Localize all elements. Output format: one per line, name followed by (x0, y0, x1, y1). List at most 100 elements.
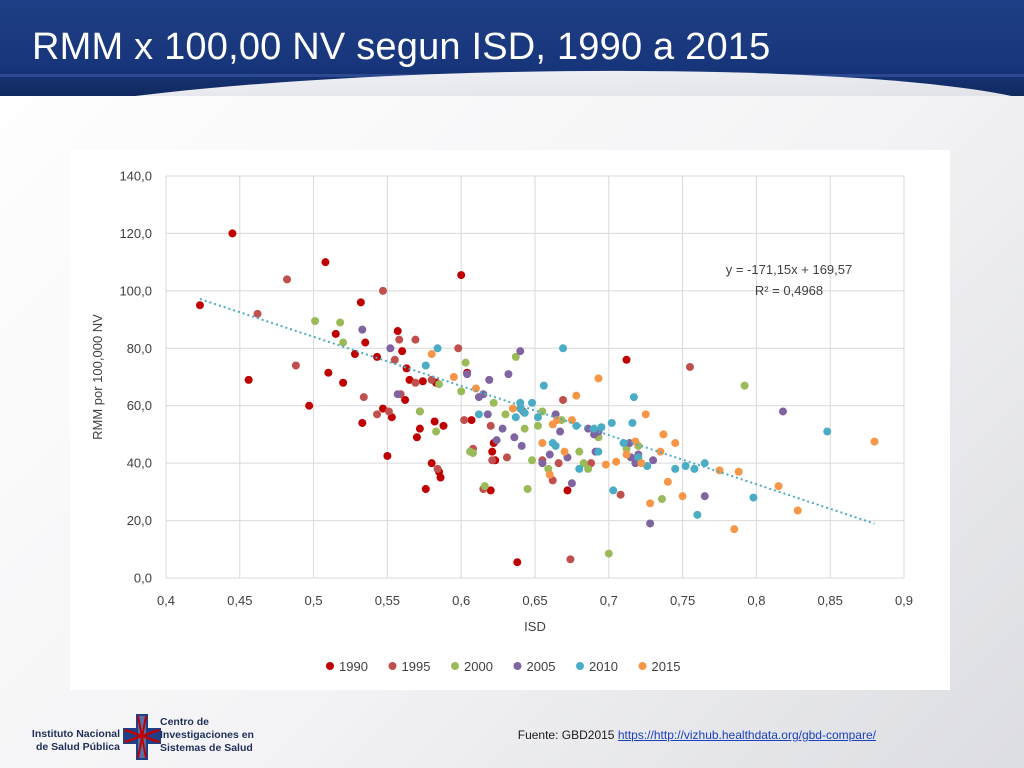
data-point-2015 (601, 460, 610, 469)
data-point-2010 (559, 344, 568, 353)
data-point-2005 (649, 456, 658, 465)
data-point-2005 (498, 424, 507, 433)
data-point-2005 (567, 479, 576, 488)
data-point-2015 (594, 374, 603, 383)
centro-name: Centro de Investigaciones en Sistemas de… (160, 716, 254, 755)
data-point-1990 (457, 271, 466, 280)
data-point-1990 (398, 347, 407, 356)
data-point-2000 (336, 318, 345, 327)
data-point-2000 (579, 459, 588, 468)
data-point-1995 (486, 421, 495, 430)
data-point-1990 (436, 473, 445, 482)
data-point-1990 (412, 433, 421, 442)
data-point-1995 (502, 453, 511, 462)
data-point-1995 (291, 361, 300, 370)
data-point-2010 (533, 413, 542, 422)
y-tick-label: 0,0 (134, 571, 152, 586)
data-point-2005 (386, 344, 395, 353)
data-point-1990 (244, 375, 253, 384)
x-tick-label: 0,9 (895, 593, 913, 608)
institution-name-line-1: Instituto Nacional (31, 728, 120, 740)
legend-label-1990: 1990 (339, 659, 368, 674)
data-point-1995 (433, 464, 442, 473)
data-point-2015 (553, 416, 562, 425)
data-point-1995 (390, 355, 399, 364)
data-point-2005 (510, 433, 519, 442)
y-axis-title: RMM por 100,000 NV (90, 314, 105, 440)
data-point-2015 (793, 506, 802, 515)
data-point-1990 (427, 459, 436, 468)
legend-marker-2005 (513, 662, 522, 670)
institution-logo-block: Instituto Nacional de Salud Pública Cent… (16, 712, 256, 762)
data-point-2000 (415, 407, 424, 416)
data-point-2015 (641, 410, 650, 419)
data-point-2010 (693, 510, 702, 519)
data-point-1990 (622, 355, 631, 364)
data-point-2015 (612, 457, 621, 466)
data-point-1995 (454, 344, 463, 353)
data-point-2010 (643, 462, 652, 471)
x-axis-title: ISD (524, 619, 546, 634)
x-tick-label: 0,8 (747, 593, 765, 608)
data-point-2015 (730, 525, 739, 534)
data-point-2010 (619, 439, 628, 448)
data-point-2015 (663, 477, 672, 486)
data-point-2015 (622, 450, 631, 459)
y-tick-label: 80,0 (127, 341, 152, 356)
data-point-2005 (556, 427, 565, 436)
data-point-2000 (489, 398, 498, 407)
data-point-2000 (457, 387, 466, 396)
data-point-2005 (393, 390, 402, 399)
y-tick-label: 100,0 (119, 283, 152, 298)
data-point-2010 (594, 447, 603, 456)
y-tick-label: 140,0 (119, 169, 152, 184)
legend-marker-2000 (451, 662, 459, 670)
trendline (199, 298, 875, 525)
y-tick-label: 40,0 (127, 456, 152, 471)
data-point-2015 (508, 404, 517, 413)
legend-label-2005: 2005 (527, 659, 556, 674)
title-banner (0, 0, 1024, 96)
data-point-2010 (597, 423, 606, 432)
data-point-1990 (195, 301, 204, 310)
data-point-2010 (433, 344, 442, 353)
source-link[interactable]: https://http://vizhub.healthdata.org/gbd… (617, 728, 876, 742)
data-point-2000 (533, 421, 542, 430)
data-point-1990 (378, 404, 387, 413)
legend-marker-1995 (388, 662, 397, 670)
data-point-2015 (560, 447, 569, 456)
x-tick-label: 0,4 (157, 593, 175, 608)
data-point-2005 (545, 450, 554, 459)
data-point-2000 (435, 380, 444, 389)
data-point-2005 (483, 410, 492, 419)
data-point-1990 (228, 229, 237, 238)
data-point-2015 (538, 439, 547, 448)
data-point-2010 (749, 493, 758, 502)
x-tick-label: 0,55 (375, 593, 400, 608)
data-point-2000 (520, 424, 529, 433)
data-point-2015 (671, 439, 680, 448)
data-point-2000 (501, 410, 510, 419)
data-point-1990 (418, 377, 427, 386)
data-point-1990 (393, 327, 402, 336)
data-point-1995 (460, 416, 469, 425)
scatter-chart: 0,4 0,45 0,5 0,55 0,6 0,65 0,7 0,75 0,8 0,85 0,9 0,… (90, 168, 914, 674)
data-point-2000 (511, 352, 520, 361)
data-point-2010 (609, 486, 618, 495)
data-point-1995 (411, 335, 420, 344)
data-point-2015 (637, 459, 646, 468)
x-tick-label: 0,75 (670, 593, 695, 608)
data-point-2000 (339, 338, 348, 347)
x-tick-label: 0,45 (227, 593, 252, 608)
data-point-1995 (554, 459, 563, 468)
data-point-2015 (774, 482, 783, 491)
data-point-2010 (671, 464, 680, 473)
data-point-1990 (430, 417, 439, 426)
data-point-2000 (528, 456, 537, 465)
data-point-2005 (517, 441, 526, 450)
data-point-2015 (646, 499, 655, 508)
x-tick-label: 0,7 (600, 593, 618, 608)
data-point-2010 (681, 462, 690, 471)
data-point-1990 (486, 486, 495, 495)
data-point-1990 (358, 418, 367, 427)
